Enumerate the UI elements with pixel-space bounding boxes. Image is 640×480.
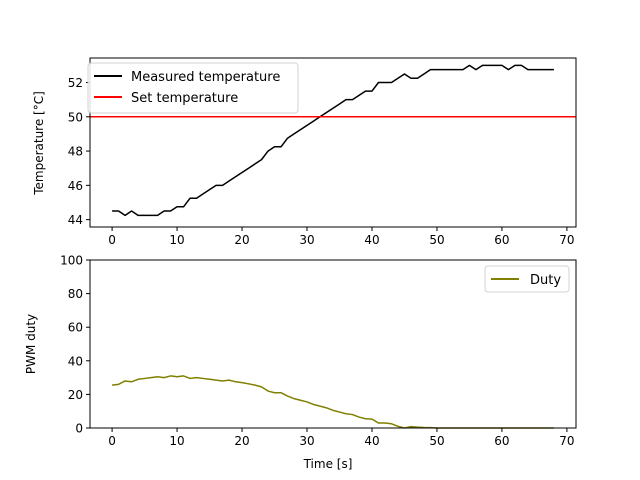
duty-axes-frame [89,259,577,429]
duty-x-ticks: 0 10 20 30 40 50 60 70 [108,428,575,448]
temperature-y-axis-label: Temperature [°C] [32,91,46,196]
duty-legend: Duty [484,265,570,293]
temperature-x-tick-label: 50 [429,233,444,247]
duty-panel: 0 10 20 30 40 50 60 70 0 20 40 60 80 100 PWM duty Ti… [24,254,577,471]
temperature-x-tick-label: 70 [559,233,574,247]
temperature-x-tick-label: 20 [234,233,249,247]
temperature-x-ticks: 0 10 20 30 40 50 60 70 [108,227,575,247]
duty-x-tick-label: 20 [234,434,249,448]
duty-y-tick-label: 60 [68,321,83,335]
legend-label-measured: Measured temperature [131,70,280,85]
duty-x-tick-label: 50 [429,434,444,448]
duty-x-tick-label: 40 [364,434,379,448]
duty-x-tick-label: 0 [108,434,116,448]
duty-x-axis-label: Time [s] [303,457,353,471]
temperature-y-tick-label: 44 [68,213,83,227]
temperature-legend-box [87,62,299,114]
duty-x-tick-label: 10 [169,434,184,448]
duty-y-tick-label: 80 [68,287,83,301]
temperature-x-tick-label: 60 [494,233,509,247]
temperature-plot-area [90,64,576,217]
temperature-legend: Measured temperature Set temperature [87,62,299,114]
temperature-series-line-0 [112,64,554,217]
duty-y-tick-label: 100 [60,254,83,268]
temperature-axes-frame [89,57,577,228]
duty-y-tick-label: 20 [68,388,83,402]
duty-y-tick-label: 0 [75,422,83,436]
temperature-panel: 0 10 20 30 40 50 60 70 44 46 48 50 52 Temperature [… [32,57,577,247]
duty-x-tick-label: 30 [299,434,314,448]
temperature-y-tick-label: 48 [68,145,83,159]
duty-y-ticks: 0 20 40 60 80 100 [60,254,90,436]
temperature-x-tick-label: 40 [364,233,379,247]
temperature-y-tick-label: 52 [68,76,83,90]
duty-x-tick-label: 70 [559,434,574,448]
legend-label-duty: Duty [530,273,561,288]
duty-y-axis-label: PWM duty [24,314,38,374]
duty-legend-box [484,265,570,293]
legend-label-setpoint: Set temperature [131,91,238,106]
temperature-x-tick-label: 30 [299,233,314,247]
temperature-y-tick-label: 46 [68,179,83,193]
duty-x-tick-label: 60 [494,434,509,448]
temperature-y-tick-label: 50 [68,110,83,124]
temperature-x-tick-label: 0 [108,233,116,247]
duty-y-tick-label: 40 [68,354,83,368]
temperature-x-tick-label: 10 [169,233,184,247]
